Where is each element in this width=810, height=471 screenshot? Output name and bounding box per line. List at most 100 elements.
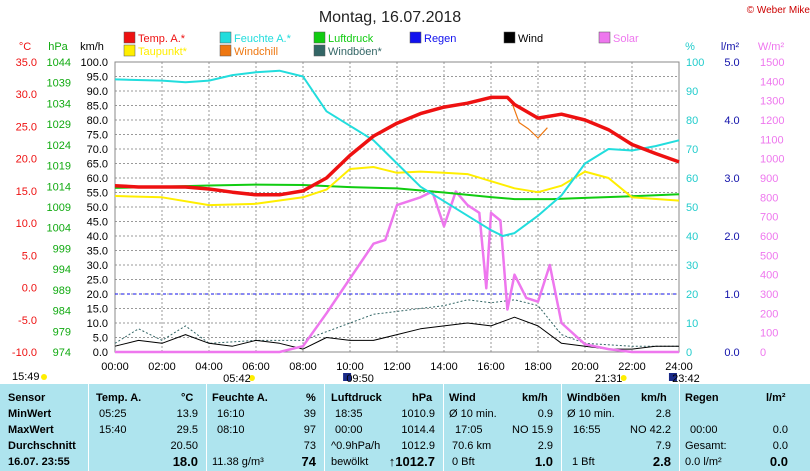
rain-unit: l/m² (766, 392, 786, 404)
divider (679, 384, 680, 471)
gust-max-value: NO 42.2 (630, 424, 671, 436)
rain-axis-tick-label: 5.0 (724, 57, 739, 69)
marker-time-label: 21:31 (595, 373, 623, 384)
press-max-time: 00:00 (335, 424, 363, 436)
time-axis-tick-label: 04:00 (195, 361, 223, 373)
wind-axis-tick-label: 25.0 (87, 275, 108, 287)
pressure-axis-tick-label: 989 (53, 285, 71, 297)
sun-icon (248, 375, 255, 381)
rain-axis-tick-label: 4.0 (724, 115, 739, 127)
marker-time-label: 15:49 (12, 371, 40, 383)
solar-axis-tick-label: 100 (760, 328, 778, 340)
hum-max-value: 97 (303, 424, 316, 436)
wind-avg10-value: 0.9 (537, 408, 553, 420)
solar-axis-tick-label: 600 (760, 231, 778, 243)
wind-axis-tick-label: 55.0 (87, 188, 108, 200)
press-avg-value: 1012.9 (401, 440, 435, 452)
rain-max-value: 0.0 (772, 424, 788, 436)
humidity-axis-tick-label: 0 (686, 347, 692, 359)
legend-label: Solar (613, 33, 639, 45)
wind-axis-tick-label: 0.0 (93, 347, 108, 359)
rain-axis-tick-label: 0.0 (724, 347, 739, 359)
hum-absolute: 11.38 g/m³ (212, 456, 264, 468)
solar-axis-tick-label: 800 (760, 192, 778, 204)
wind-axis-tick-label: 70.0 (87, 144, 108, 156)
wind-unit: km/h (522, 392, 548, 404)
marker-time-label: 09:50 (346, 373, 374, 384)
solar-axis-tick-label: 700 (760, 212, 778, 224)
gust-avg-label: Ø 10 min. (567, 408, 615, 420)
wind-axis-tick-label: 65.0 (87, 159, 108, 171)
sun-moon-markers: 15:49 05:42 09:50 21:31 23:42 (12, 371, 700, 384)
average-label: Durchschnitt (8, 440, 76, 452)
legend-label: Regen (424, 33, 456, 45)
wind-axis-tick-label: 5.0 (93, 333, 108, 345)
wind-axis-unit: km/h (80, 41, 104, 53)
wind-axis-tick-label: 35.0 (87, 246, 108, 258)
press-current-value: ↑1012.7 (388, 454, 435, 469)
humidity-axis-tick-label: 80 (686, 115, 698, 127)
data-series (114, 69, 680, 354)
series-line-windb-en (114, 299, 679, 347)
time-axis-tick-label: 14:00 (430, 361, 458, 373)
temp-axis-unit: °C (19, 41, 31, 53)
temp-axis-tick-label: 30.0 (16, 89, 37, 101)
divider (561, 384, 562, 471)
pressure-axis-tick-label: 1014 (47, 181, 71, 193)
legend-swatch (409, 31, 422, 44)
legend-label: Feuchte A.* (234, 33, 292, 45)
humidity-axis-tick-label: 10 (686, 318, 698, 330)
hum-avg-value: 73 (303, 440, 316, 452)
hum-current-value: 74 (301, 454, 316, 469)
legend: Temp. A.* Feuchte A.* Luftdruck Regen Wind So… (123, 31, 639, 58)
wind-max-time: 17:05 (455, 424, 483, 436)
wind-axis-tick-label: 20.0 (87, 289, 108, 301)
rain-rate: 0.0 l/m² (685, 456, 722, 468)
temp-axis-tick-label: -10.0 (12, 347, 37, 359)
series-line-taupunkt (114, 166, 680, 207)
current-time-label: 16.07. 23:55 (8, 456, 70, 468)
wind-axis-tick-label: 100.0 (80, 57, 108, 69)
pressure-axis-tick-label: 1044 (47, 57, 71, 69)
press-min-value: 1010.9 (401, 408, 435, 420)
wind-max-value: NO 15.9 (512, 424, 553, 436)
wind-axis-tick-label: 45.0 (87, 217, 108, 229)
pressure-axis-tick-label: 1034 (47, 98, 71, 110)
legend-label: Temp. A.* (138, 33, 186, 45)
solar-axis-tick-label: 200 (760, 308, 778, 320)
humidity-axis-tick-label: 30 (686, 260, 698, 272)
sensor-header: Sensor (8, 392, 46, 404)
time-axis-tick-label: 16:00 (477, 361, 505, 373)
divider (324, 384, 325, 471)
series-line-wind (114, 316, 679, 350)
temp-axis-tick-label: 25.0 (16, 121, 37, 133)
humidity-axis-tick-label: 60 (686, 173, 698, 185)
temp-max-time: 15:40 (99, 424, 127, 436)
legend-label: Wind (518, 33, 543, 45)
pressure-axis-tick-label: 984 (53, 306, 71, 318)
solar-axis-tick-label: 1200 (760, 115, 784, 127)
axes: 35.0 30.0 25.0 20.0 15.0 10.0 5.0 0.0 -5.0 -10.0 1… (12, 41, 785, 373)
rain-axis-tick-label: 1.0 (724, 289, 739, 301)
gust-avg-value: 7.9 (655, 440, 671, 452)
legend-label: Luftdruck (328, 33, 374, 45)
wind-axis-tick-label: 90.0 (87, 86, 108, 98)
solar-axis-tick-label: 0 (760, 347, 766, 359)
legend-label: Taupunkt* (138, 46, 188, 58)
time-axis-tick-label: 00:00 (101, 361, 129, 373)
legend-swatch (313, 44, 326, 57)
wind-current-value: 1.0 (534, 454, 553, 469)
wind-distance: 70.6 km (452, 440, 492, 452)
solar-axis-tick-label: 1300 (760, 96, 784, 108)
series-line-luftdruck (114, 183, 680, 201)
divider (443, 384, 444, 471)
time-axis-tick-label: 22:00 (618, 361, 646, 373)
marker-time-label: 05:42 (223, 373, 251, 384)
solar-axis-tick-label: 400 (760, 270, 778, 282)
rain-axis-tick-label: 2.0 (724, 231, 739, 243)
wind-axis-tick-label: 80.0 (87, 115, 108, 127)
moon-icon (668, 373, 677, 381)
temp-unit: °C (181, 392, 194, 404)
legend-swatch (123, 31, 136, 44)
hum-axis-unit: % (685, 41, 695, 53)
